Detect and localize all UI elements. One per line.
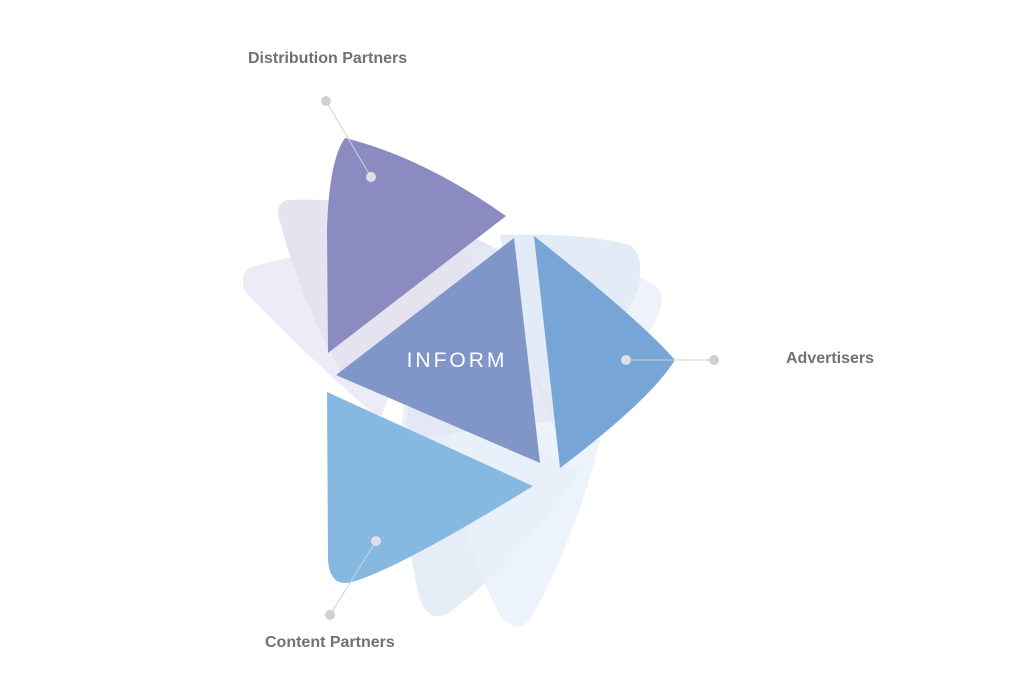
connector-dot-inner <box>371 536 381 546</box>
connector-dot-outer <box>709 355 719 365</box>
triangle-center <box>336 238 540 463</box>
connector-dot-outer <box>325 610 335 620</box>
triangle-advertisers <box>534 236 675 468</box>
label-distribution-partners: Distribution Partners <box>248 50 408 67</box>
connector-advertisers <box>621 355 719 365</box>
triangle-content <box>327 392 533 584</box>
triangle-distribution <box>327 138 506 353</box>
center-label: INFORM <box>407 349 508 372</box>
connector-dot-inner <box>621 355 631 365</box>
label-content-partners: Content Partners <box>265 634 395 651</box>
connector-dot-outer <box>321 96 331 106</box>
connector-distribution <box>321 96 376 182</box>
connector-dot-inner <box>366 172 376 182</box>
connector-content <box>325 536 381 620</box>
label-advertisers: Advertisers <box>786 350 875 367</box>
